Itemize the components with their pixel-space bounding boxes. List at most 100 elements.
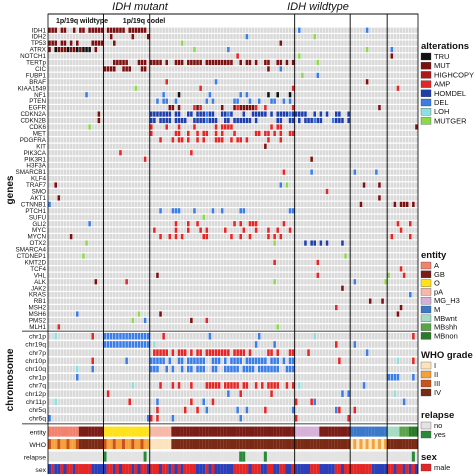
gene-cell: [162, 98, 165, 104]
gene-cell: [313, 214, 316, 220]
gene-cell: [251, 253, 255, 259]
gene-cell: [140, 27, 144, 33]
gene-cell: [193, 221, 196, 227]
gene-cell: [390, 234, 394, 240]
gene-cell: [325, 266, 329, 272]
gene-cell: [122, 182, 125, 188]
gene-cell: [153, 208, 156, 214]
gene-cell: [316, 72, 320, 78]
gene-cell: [402, 169, 406, 175]
gene-cell: [399, 98, 403, 104]
gene-cell: [368, 227, 372, 233]
gene-cell: [347, 266, 350, 272]
gene-cell: [82, 40, 85, 46]
gene-cell: [140, 85, 144, 91]
gene-cell: [405, 124, 409, 130]
gene-cell: [227, 195, 230, 201]
gene-cell: [267, 234, 270, 240]
gene-cell: [125, 188, 128, 195]
gene-cell: [217, 111, 221, 117]
gene-cell: [387, 46, 390, 53]
gene-cell: [94, 246, 98, 253]
gene-cell: [328, 253, 332, 259]
gene-cell: [140, 175, 144, 182]
gene-cell: [190, 208, 193, 214]
gene-cell: [313, 79, 316, 85]
gene-cell: [48, 92, 51, 98]
gene-cell: [267, 98, 270, 104]
gene-cell: [171, 266, 175, 272]
gene-cell: [177, 59, 181, 66]
gene-cell: [196, 214, 199, 220]
gene-cell: [140, 59, 144, 66]
gene-cell: [82, 292, 85, 298]
gene-cell: [94, 130, 98, 137]
gene-cell: [116, 156, 119, 162]
gene-cell: [338, 259, 341, 266]
gene-cell: [94, 234, 98, 240]
gene-cell: [202, 279, 205, 285]
gene-cell: [54, 117, 57, 124]
gene-cell: [248, 34, 252, 40]
gene-cell: [415, 105, 418, 111]
gene-cell: [344, 253, 347, 259]
gene-cell: [412, 66, 415, 72]
gene-cell: [402, 163, 406, 169]
gene-cell: [261, 272, 264, 278]
gene-cell: [119, 59, 122, 66]
gene-cell: [399, 227, 403, 233]
gene-cell: [131, 27, 135, 33]
gene-cell: [159, 150, 162, 156]
gene-cell: [344, 221, 347, 227]
gene-cell: [251, 169, 255, 175]
gene-cell: [217, 259, 221, 266]
gene-cell: [307, 182, 310, 188]
gene-cell: [245, 34, 249, 40]
gene-cell: [193, 272, 196, 278]
gene-cell: [116, 59, 119, 66]
gene-cell: [85, 253, 88, 259]
gene-cell: [211, 240, 215, 246]
gene-cell: [356, 40, 360, 46]
gene-cell: [134, 98, 138, 104]
gene-cell: [128, 130, 131, 137]
gene-cell: [122, 79, 125, 85]
gene-cell: [97, 169, 101, 175]
gene-cell: [381, 208, 384, 214]
gene-cell: [63, 188, 67, 195]
gene-cell: [372, 195, 375, 201]
gene-cell: [128, 27, 131, 33]
gene-cell: [146, 117, 150, 124]
gene-cell: [350, 266, 353, 272]
gene-cell: [267, 227, 270, 233]
gene-cell: [60, 92, 64, 98]
gene-cell: [48, 137, 51, 143]
gene-cell: [159, 92, 162, 98]
gene-cell: [131, 156, 135, 162]
gene-cell: [217, 59, 221, 66]
gene-cell: [190, 221, 193, 227]
gene-cell: [134, 34, 138, 40]
gene-cell: [131, 124, 135, 130]
gene-cell: [353, 143, 357, 149]
gene-cell: [217, 130, 221, 137]
gene-cell: [273, 150, 276, 156]
gene-cell: [85, 240, 88, 246]
gene-cell: [88, 279, 91, 285]
gene-cell: [316, 188, 320, 195]
gene-cell: [187, 201, 190, 207]
gene-cell: [362, 72, 366, 78]
gene-cell: [106, 72, 110, 78]
gene-cell: [85, 117, 88, 124]
gene-cell: [412, 227, 415, 233]
gene-cell: [387, 253, 390, 259]
gene-cell: [187, 137, 190, 143]
gene-cell: [140, 111, 144, 117]
gene-cell: [193, 175, 196, 182]
gene-cell: [63, 53, 67, 59]
gene-cell: [338, 214, 341, 220]
gene-cell: [63, 279, 67, 285]
gene-cell: [390, 227, 394, 233]
gene-cell: [109, 34, 113, 40]
gene-cell: [116, 234, 119, 240]
